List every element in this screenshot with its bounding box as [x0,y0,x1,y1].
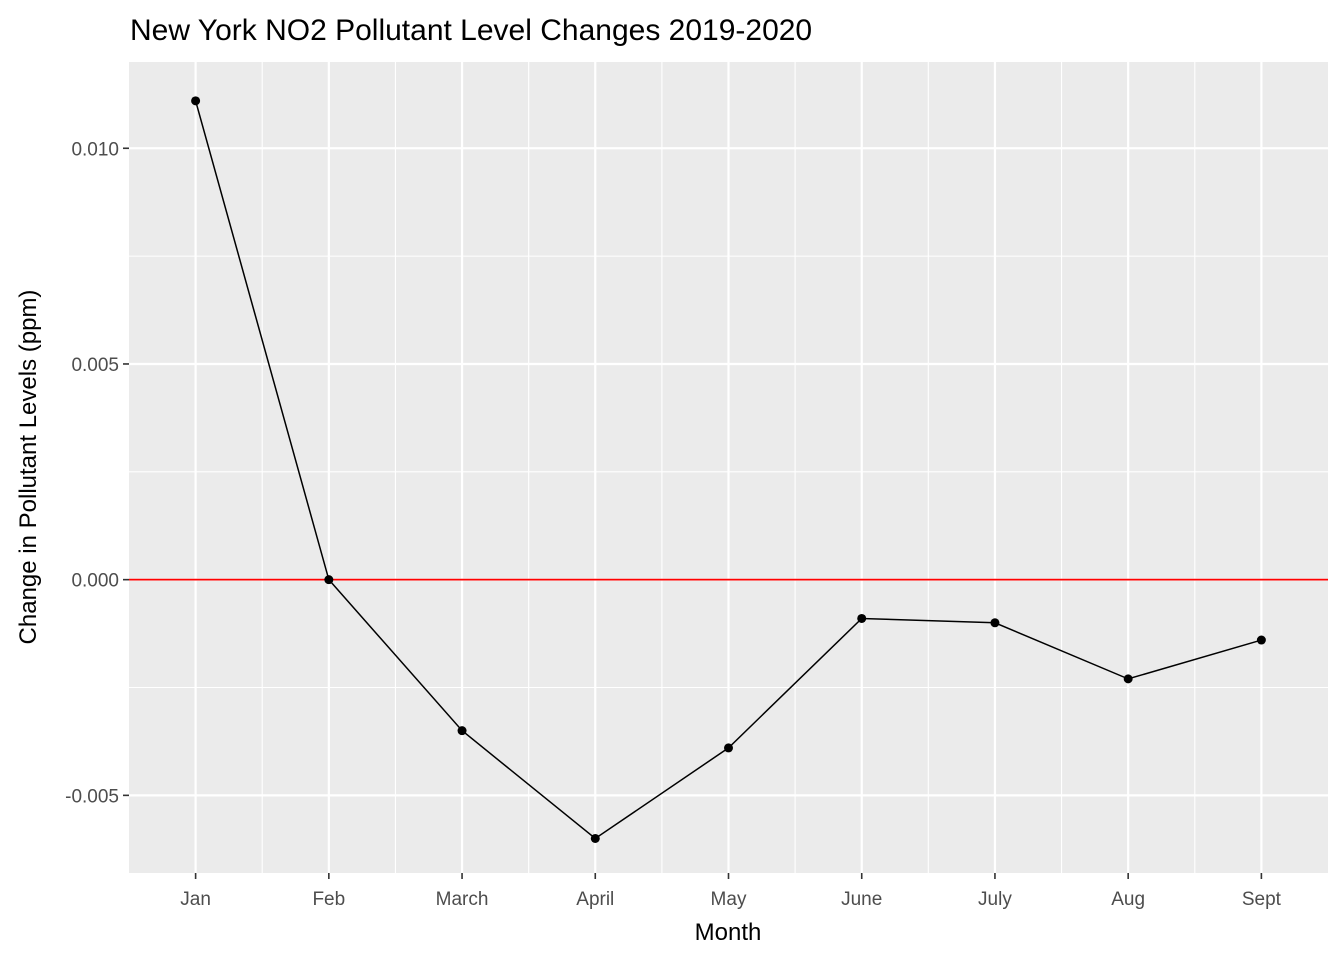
y-tick-label: 0.000 [71,571,119,592]
major-gridlines [129,62,1328,873]
data-point [590,833,600,843]
data-points [191,96,1266,843]
y-axis-ticks: -0.005 0.000 0.005 0.010 [65,139,129,807]
x-tick-label: Aug [1111,889,1145,910]
x-tick-label: Feb [312,889,345,910]
y-tick-label: -0.005 [65,786,119,807]
data-point [324,575,334,585]
data-point [857,613,867,623]
y-axis-title: Change in Pollutant Levels (ppm) [15,290,42,645]
y-tick-label: 0.005 [71,355,119,376]
x-tick-label: July [978,889,1012,910]
x-tick-label: April [576,889,614,910]
x-tick-label: Jan [180,889,211,910]
data-point [990,618,1000,628]
x-tick-label: June [841,889,882,910]
data-point [191,96,201,106]
data-point [457,726,467,736]
data-point [724,743,733,753]
data-point [1123,674,1133,684]
x-tick-label: Sept [1242,889,1282,910]
data-point [1256,635,1266,645]
y-tick-label: 0.010 [71,139,119,160]
x-axis-ticks: Jan Feb March April May June July Aug Sept [180,873,1282,910]
x-tick-label: March [436,889,489,910]
x-axis-title: Month [695,919,762,946]
x-tick-label: May [711,889,747,910]
chart-title: New York NO2 Pollutant Level Changes 201… [130,14,812,47]
